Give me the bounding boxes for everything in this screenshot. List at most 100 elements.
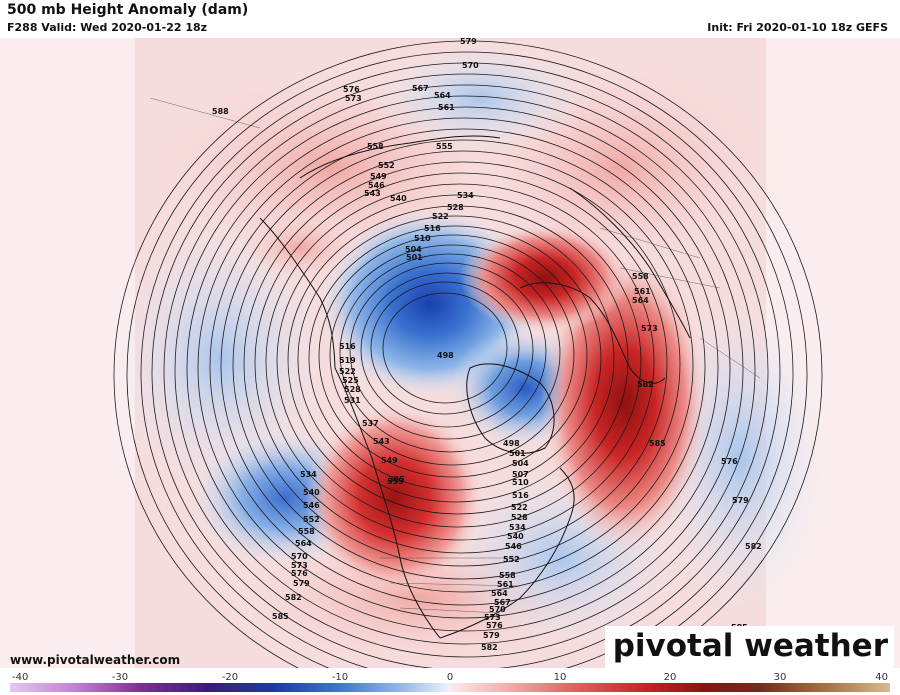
contour-label: 576: [343, 85, 360, 94]
colorbar-ticks: -40 -30 -20 -10 0 10 20 30 40: [12, 672, 888, 683]
colorbar-tick-label: 40: [875, 672, 888, 683]
contour-label: 561: [634, 287, 651, 296]
positive-anomaly-atlantic: [540, 253, 710, 553]
contour-label: 579: [460, 38, 477, 46]
contour-label: 576: [486, 621, 503, 630]
contour-label: 510: [414, 234, 431, 243]
colorbar-tick-label: 0: [447, 672, 453, 683]
contour-label: 525: [342, 376, 359, 385]
contour-label: 498: [503, 439, 520, 448]
contour-label: 522: [511, 503, 528, 512]
brand-logo: pivotal weather: [604, 626, 894, 668]
contour-label: 498: [437, 351, 454, 360]
anomaly-colorbar: -40 -30 -20 -10 0 10 20 30 40: [10, 672, 890, 692]
colorbar-tick-label: 20: [664, 672, 677, 683]
contour-label: 543: [373, 437, 390, 446]
colorbar-tick-label: -20: [222, 672, 238, 683]
contour-label: 504: [405, 245, 422, 254]
contour-label: 564: [295, 539, 312, 548]
political-boundaries: [149, 97, 761, 614]
contour-label: 579: [732, 496, 749, 505]
colorbar-tick-label: -40: [12, 672, 28, 683]
contour-label: 531: [344, 396, 361, 405]
contour-label: 534: [509, 523, 526, 532]
contour-label: 555: [436, 142, 453, 151]
contour-label: 528: [447, 203, 464, 212]
contour-label: 585: [388, 475, 405, 484]
contour-label: 516: [424, 224, 441, 233]
contour-label: 501: [509, 449, 526, 458]
contour-label: 582: [745, 542, 762, 551]
contour-label: 546: [505, 542, 522, 551]
contour-label: 576: [291, 569, 308, 578]
contour-label: 564: [632, 296, 649, 305]
colorbar-tick-label: -30: [112, 672, 128, 683]
contour-label: 519: [339, 356, 356, 365]
colorbar-negative: [10, 683, 450, 692]
contour-label: 573: [641, 324, 658, 333]
contour-label: 552: [303, 515, 320, 524]
contour-label: 510: [512, 478, 529, 487]
contour-label: 570: [489, 605, 506, 614]
contour-label: 522: [432, 212, 449, 221]
contour-label: 516: [512, 491, 529, 500]
positive-anomaly-europe: [460, 223, 630, 333]
colorbar-tick-label: 10: [554, 672, 567, 683]
contour-label: 537: [362, 419, 379, 428]
contour-label: 552: [503, 555, 520, 564]
contour-label: 564: [491, 589, 508, 598]
contour-label: 516: [339, 342, 356, 351]
contour-label: 528: [344, 385, 361, 394]
contour-label: 558: [367, 142, 384, 151]
contour-label: 546: [368, 181, 385, 190]
contour-label: 582: [637, 380, 654, 389]
height-contours: [113, 40, 823, 668]
contour-label: 570: [291, 552, 308, 561]
contour-label: 558: [632, 272, 649, 281]
contour-label: 501: [406, 253, 423, 262]
contour-label: 540: [303, 488, 320, 497]
contour-label: 522: [339, 367, 356, 376]
contour-label: 588: [212, 107, 229, 116]
contour-label: 540: [507, 532, 524, 541]
coastlines: [259, 135, 691, 639]
contour-label: 573: [291, 561, 308, 570]
contour-label: 570: [462, 61, 479, 70]
contour-label: 507: [512, 470, 529, 479]
contour-label: 567: [494, 598, 511, 607]
contour-label: 528: [511, 513, 528, 522]
header: 500 mb Height Anomaly (dam) F288 Valid: …: [0, 0, 900, 38]
anomaly-wash: [370, 43, 590, 153]
contour-label: 552: [378, 161, 395, 170]
contour-label: 564: [434, 91, 451, 100]
positive-anomaly-western-na: [305, 403, 485, 593]
contour-label: 573: [484, 613, 501, 622]
website-url: www.pivotalweather.com: [10, 653, 181, 667]
contour-label: 561: [438, 103, 455, 112]
contour-label: 579: [293, 579, 310, 588]
contour-label: 555: [387, 477, 404, 486]
contour-label: 582: [481, 643, 498, 652]
colorbar-tick-label: -10: [332, 672, 348, 683]
contour-label: 579: [483, 631, 500, 640]
valid-time: F288 Valid: Wed 2020-01-22 18z: [7, 21, 208, 34]
contour-label: 585: [272, 612, 289, 621]
contour-label: 558: [499, 571, 516, 580]
contour-label: 573: [345, 94, 362, 103]
positive-anomaly-asia: [230, 208, 370, 288]
init-time: Init: Fri 2020-01-10 18z GEFS: [707, 21, 888, 34]
contour-label: 585: [649, 439, 666, 448]
contour-label: 540: [390, 194, 407, 203]
contour-labels: 579 570 567 564 561 576 573 588 558 555 …: [212, 38, 762, 652]
map-title: 500 mb Height Anomaly (dam): [7, 2, 249, 18]
contour-label: 582: [285, 593, 302, 602]
contour-label: 558: [298, 527, 315, 536]
contour-label: 561: [497, 580, 514, 589]
contour-label: 567: [412, 84, 429, 93]
contour-label: 549: [370, 172, 387, 181]
contour-label: 543: [364, 189, 381, 198]
contour-label: 504: [512, 459, 529, 468]
height-anomaly-map: 579 570 567 564 561 576 573 588 558 555 …: [0, 38, 900, 668]
contour-label: 576: [721, 457, 738, 466]
contour-label: 546: [303, 501, 320, 510]
